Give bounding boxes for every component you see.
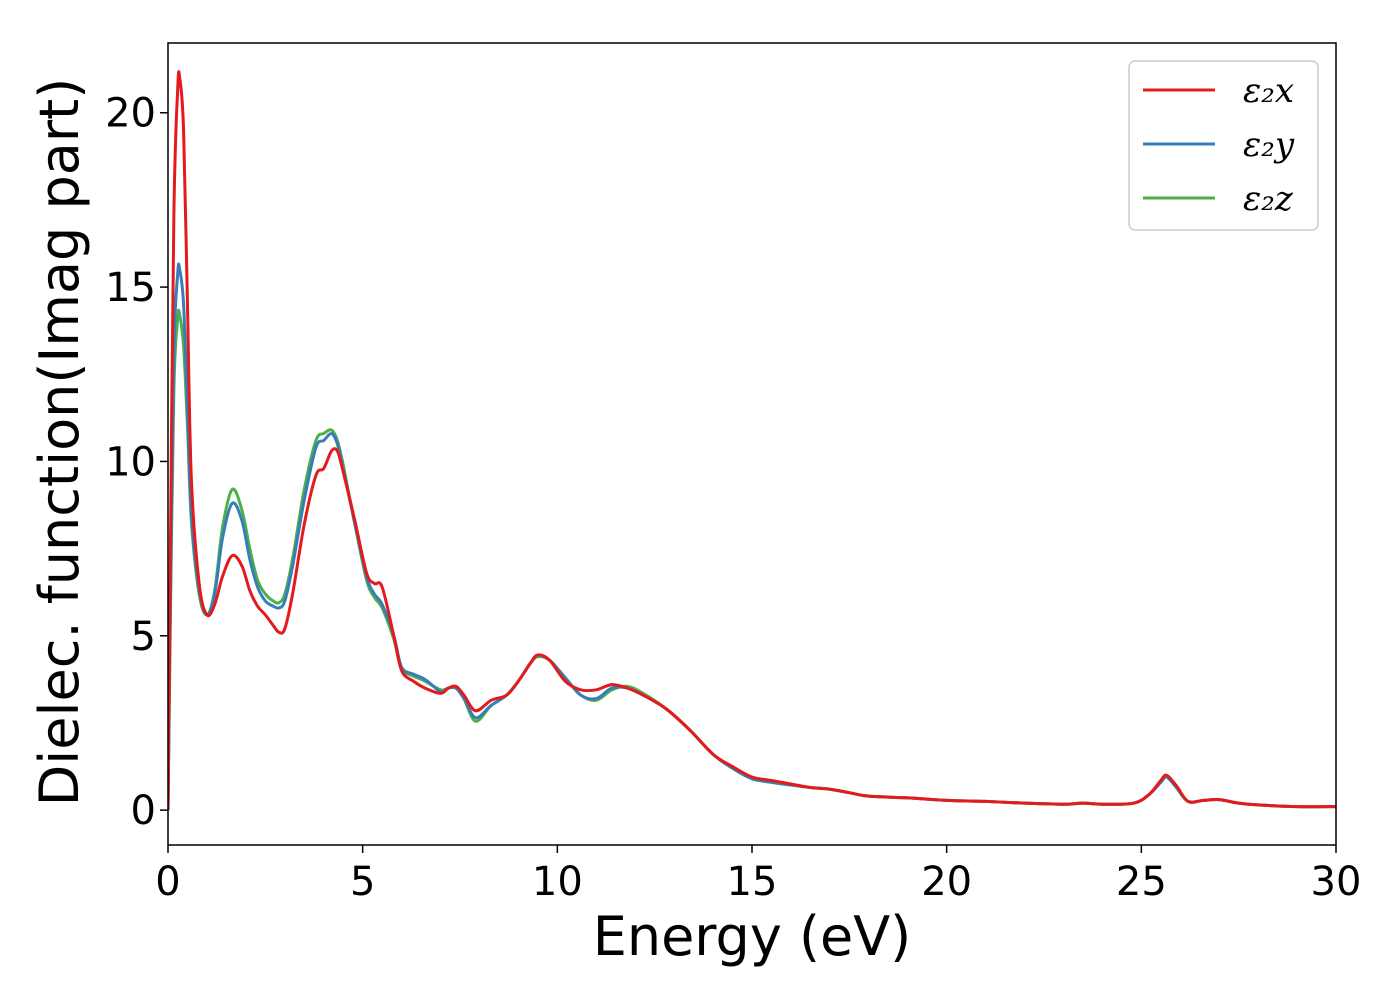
y-tick-label: 10 [105, 439, 156, 485]
x-axis-title: Energy (eV) [593, 905, 912, 968]
legend-label-2: ε₂y [1243, 125, 1295, 165]
y-tick-label: 5 [131, 614, 156, 660]
series-line-2 [168, 262, 1336, 811]
legend: ε₂x ε₂y ε₂z [1128, 60, 1319, 231]
y-tick-label: 15 [105, 265, 156, 311]
legend-label-1: ε₂x [1243, 71, 1294, 111]
series-line-3 [168, 308, 1336, 811]
x-tick-label: 0 [155, 859, 180, 905]
x-tick-label: 25 [1116, 859, 1167, 905]
series-line-1 [168, 70, 1336, 811]
legend-label-3: ε₂z [1243, 179, 1294, 219]
x-tick-label: 10 [532, 859, 583, 905]
y-axis: 0 5 10 15 20 [105, 91, 168, 834]
plot-lines [168, 70, 1336, 811]
x-tick-label: 5 [350, 859, 375, 905]
x-axis: 0 5 10 15 20 25 30 [155, 845, 1361, 905]
x-tick-label: 30 [1311, 859, 1362, 905]
legend-box [1128, 60, 1319, 231]
x-tick-label: 15 [727, 859, 778, 905]
x-tick-label: 20 [921, 859, 972, 905]
y-tick-label: 20 [105, 91, 156, 137]
y-axis-title: Dielec. function(Imag part) [28, 78, 91, 807]
y-tick-label: 0 [131, 788, 156, 834]
